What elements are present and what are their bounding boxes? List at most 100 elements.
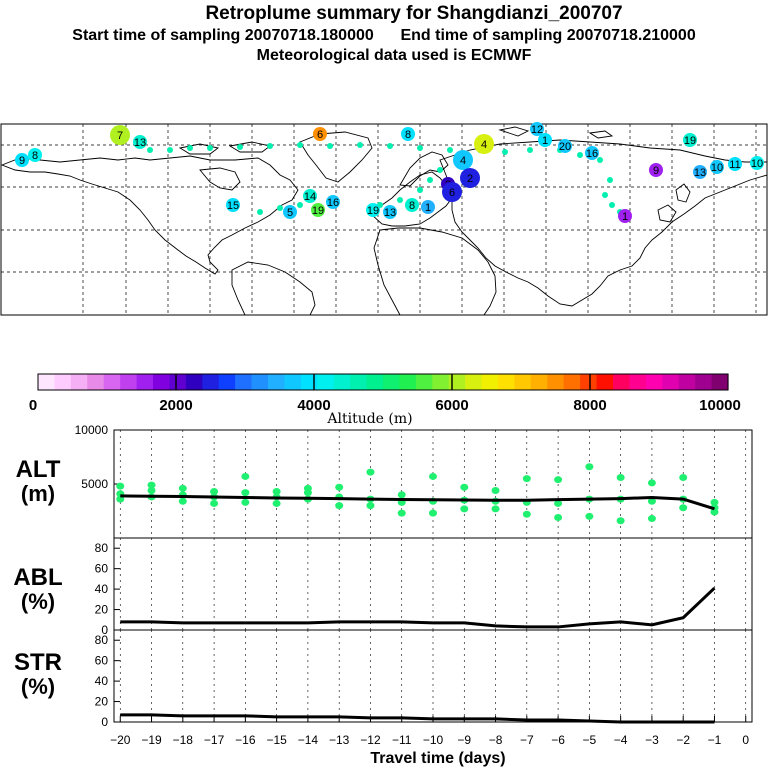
colorbar-cell <box>120 374 138 390</box>
colorbar-cell <box>202 374 220 390</box>
alt-scatter-point <box>272 488 281 496</box>
alt-scatter-point <box>679 474 688 482</box>
alt-scatter-point <box>460 505 469 513</box>
x-tick-label: −5 <box>583 733 597 747</box>
alt-scatter-point <box>116 482 125 490</box>
y-tick-label: 40 <box>95 582 109 596</box>
alt-scatter-point <box>554 513 563 521</box>
map-marker-dot <box>693 165 707 179</box>
alt-scatter-point <box>647 479 656 487</box>
alt-scatter-points <box>116 463 719 525</box>
alt-scatter-point <box>272 499 281 507</box>
map-marker-label: 20 <box>559 141 571 153</box>
map-marker-dot <box>585 146 599 160</box>
alt-scatter-point <box>178 484 187 492</box>
y-tick-label: 80 <box>95 541 109 555</box>
colorbar-major-ticks <box>175 374 591 390</box>
plume-trail-dot <box>357 142 363 148</box>
map-marker-label: 19 <box>312 205 324 217</box>
map-marker-label: 12 <box>531 124 543 136</box>
colorbar-cell <box>268 374 286 390</box>
colorbar-cell <box>54 374 72 390</box>
alt-scatter-point <box>397 509 406 517</box>
colorbar-tick-10000: 10000 <box>699 397 741 414</box>
alt-scatter-point <box>335 502 344 510</box>
colorbar-cell <box>547 374 565 390</box>
alt-scatter-point <box>616 517 625 525</box>
colorbar-tick-0: 0 <box>29 397 37 414</box>
y-tick-label: 80 <box>95 633 109 647</box>
map-marker-dot <box>618 209 632 223</box>
abl-polyline <box>120 587 716 629</box>
plume-trail-dot <box>277 205 283 211</box>
colorbar-cell <box>498 374 516 390</box>
x-tick-label: −6 <box>551 733 565 747</box>
alt-scatter-point <box>210 488 219 496</box>
y-tick-label: 60 <box>95 562 109 576</box>
map-marker-label: 6 <box>317 129 323 141</box>
map-marker-label: 13 <box>134 137 146 149</box>
alt-median-polyline <box>120 494 715 511</box>
x-tick-label: −14 <box>298 733 319 747</box>
alt-scatter-point <box>303 484 312 492</box>
colorbar-cell <box>70 374 88 390</box>
x-tick-label: −8 <box>489 733 503 747</box>
y-tick-label: 20 <box>95 695 109 709</box>
map-marker-dot <box>383 205 397 219</box>
map-marker-label: 8 <box>405 129 411 141</box>
met-data-label: Meteorological data used is ECMWF <box>256 47 532 64</box>
x-tick-label: −11 <box>392 733 412 747</box>
x-tick-label: −9 <box>457 733 471 747</box>
colorbar-cell <box>317 374 335 390</box>
colorbar-cell <box>530 374 548 390</box>
map-marker-label: 6 <box>449 187 455 199</box>
x-tick-label: −20 <box>110 733 131 747</box>
colorbar-cell <box>366 374 384 390</box>
colorbar-cell <box>563 374 581 390</box>
map-marker-label: 13 <box>384 207 396 219</box>
x-tick-label: 0 <box>742 733 749 747</box>
chart-title: Retroplume summary for Shangdianzi_20070… <box>205 3 623 24</box>
alt-scatter-point <box>554 476 563 484</box>
y-tick-label: 20 <box>95 603 109 617</box>
colorbar-frame <box>37 373 729 391</box>
colorbar-cell <box>284 374 302 390</box>
plume-trail-dot <box>437 167 443 173</box>
x-tick-label: −3 <box>645 733 659 747</box>
colorbar-cell <box>103 374 121 390</box>
colorbar-cell <box>415 374 433 390</box>
colorbar-cell <box>333 374 351 390</box>
alt-scatter-point <box>647 515 656 523</box>
colorbar-cell <box>678 374 696 390</box>
abl-line <box>120 587 716 629</box>
y-tick-label: 10000 <box>75 423 109 437</box>
map-coastlines <box>0 126 768 316</box>
plume-trail-dot <box>297 142 303 148</box>
x-tick-label: −12 <box>360 733 381 747</box>
colorbar-cells <box>38 374 729 390</box>
alt-scatter-point <box>178 497 187 505</box>
plume-trail-dot <box>327 143 333 149</box>
colorbar-tick-6000: 6000 <box>435 397 468 414</box>
map-marker-label: 1 <box>425 202 431 214</box>
x-axis-ticks: −20 −19 −18 −17 −16 −15 −14 −13 −12 −11 −10 −9 −8 −7−… <box>110 716 749 747</box>
map-marker-dot <box>421 200 435 214</box>
alt-scatter-point <box>241 489 250 497</box>
alt-scatter-point <box>491 486 500 494</box>
map-marker-dot <box>558 139 572 153</box>
colorbar-cell <box>136 374 154 390</box>
y-tick-label: 0 <box>101 715 108 729</box>
map-marker-dot <box>728 157 742 171</box>
plume-trail-dot <box>237 144 243 150</box>
map-marker-label: 11 <box>729 159 740 171</box>
map-marker-label: 9 <box>653 165 659 177</box>
colorbar-cell <box>153 374 171 390</box>
map-marker-label: 5 <box>287 207 293 219</box>
map-marker-dot <box>15 153 29 167</box>
map-marker-dot <box>133 135 147 149</box>
map-marker-label: 19 <box>684 135 696 147</box>
alt-scatter-point <box>554 499 563 507</box>
colorbar-tick-4000: 4000 <box>297 397 330 414</box>
end-time-label: End time of sampling 20070718.210000 <box>400 27 696 44</box>
map-frame <box>0 123 768 316</box>
